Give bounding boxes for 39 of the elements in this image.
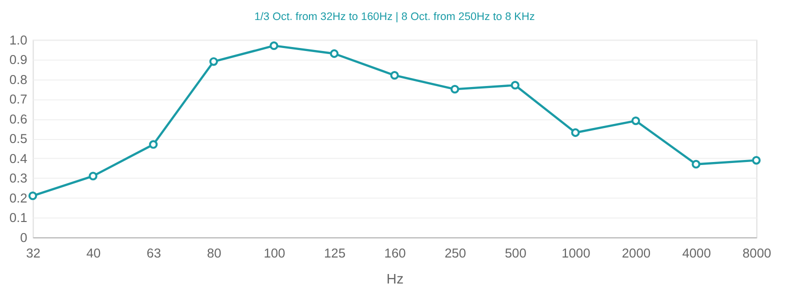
y-tick-label: 0.9 [9,52,28,68]
y-tick-label: 0 [20,230,28,245]
x-tick-label: 63 [146,246,162,261]
point [631,116,640,126]
x-axis-title: Hz [386,270,404,286]
point [752,156,761,165]
x-tick-label: 125 [324,246,346,261]
y-tick-label: 0.4 [9,150,28,166]
x-tick-label: 8000 [742,246,772,261]
y-tick-label: 0.6 [9,111,28,126]
x-tick-label: 32 [26,246,40,261]
point [149,140,158,149]
y-tick-label: 0.7 [9,92,28,107]
y-tick-label: 0.8 [9,72,28,87]
x-tick-label: 100 [264,246,286,261]
point [209,57,218,66]
x-tick-label: 500 [504,246,526,261]
point [270,41,278,50]
x-tick-label: 250 [444,246,466,261]
x-tick-label: 1000 [562,246,590,261]
x-tick-label: 4000 [682,246,711,261]
y-tick-label: 1.0 [9,32,28,48]
point [571,128,580,137]
point [28,192,38,200]
x-tick-label: 160 [384,246,406,261]
point [692,160,700,169]
point [510,80,520,90]
x-tick-label: 40 [86,246,101,261]
point [390,71,399,80]
x-tick-label: 80 [206,246,222,261]
y-tick-label: 0.5 [9,131,28,146]
point [330,49,339,58]
point [88,172,98,180]
y-tick-label: 0.1 [9,210,28,226]
x-tick-label: 2000 [622,246,651,261]
point [450,84,460,94]
chart-title: 1/3 Oct. from 32Hz to 160Hz | 8 Oct. from 250Hz to 8 KHz [254,10,535,23]
y-tick-label: 0.3 [9,170,28,186]
y-tick-label: 0.2 [9,190,28,206]
